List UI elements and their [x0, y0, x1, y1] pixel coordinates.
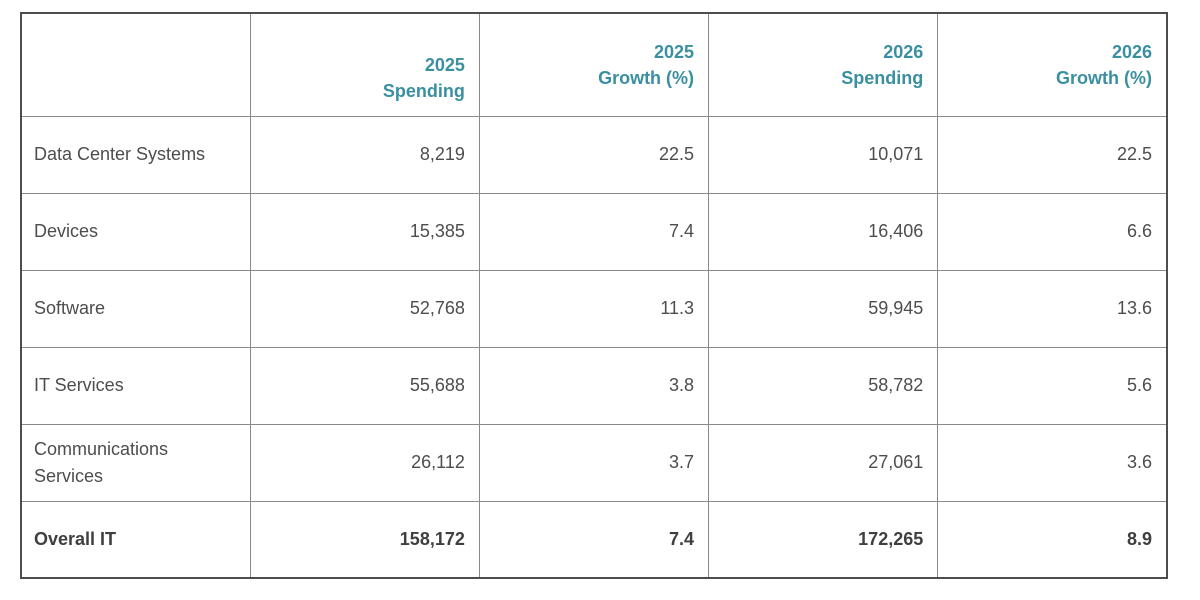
- header-text: 2025 Spending: [259, 52, 465, 104]
- col-header-2025-growth: 2025 Growth (%): [478, 12, 710, 117]
- header-line: Spending: [841, 67, 924, 88]
- cell-2025-growth: 22.5: [478, 115, 710, 194]
- header-line: 2025: [654, 41, 695, 62]
- cell-2026-growth: 3.6: [937, 423, 1168, 502]
- header-line: Growth (%): [1056, 67, 1152, 88]
- row-label-cell: Software: [20, 269, 251, 348]
- table-row-overall-it-total: Overall IT 158,172 7.4 172,265 8.9: [20, 500, 1168, 579]
- cell-2026-growth: 8.9: [937, 500, 1168, 579]
- cell-2025-growth: 7.4: [478, 192, 710, 271]
- table-body: Data Center Systems 8,219 22.5 10,071 22…: [20, 115, 1168, 579]
- header-line: Spending: [382, 80, 465, 101]
- header-line: Growth (%): [598, 67, 695, 88]
- it-spending-forecast-table: 2025 Spending 2025 Growth (%) 2026 Spend…: [20, 12, 1168, 579]
- cell-2026-spending: 16,406: [708, 192, 939, 271]
- table-row-communications-services: Communications Services 26,112 3.7 27,06…: [20, 423, 1168, 502]
- row-label-cell: Data Center Systems: [20, 115, 251, 194]
- cell-2026-growth: 6.6: [937, 192, 1168, 271]
- cell-2026-growth: 22.5: [937, 115, 1168, 194]
- table-row-data-center-systems: Data Center Systems 8,219 22.5 10,071 22…: [20, 115, 1168, 194]
- cell-2026-spending: 59,945: [708, 269, 939, 348]
- cell-2025-spending: 52,768: [249, 269, 480, 348]
- it-spending-table-container: 2025 Spending 2025 Growth (%) 2026 Spend…: [20, 12, 1168, 579]
- header-line: 2026: [883, 41, 924, 62]
- header-line: 2026: [1111, 41, 1152, 62]
- row-label-cell: IT Services: [20, 346, 251, 425]
- cell-2026-spending: 58,782: [708, 346, 939, 425]
- cell-2026-growth: 13.6: [937, 269, 1168, 348]
- cell-2025-growth: 11.3: [478, 269, 710, 348]
- row-label: Devices: [34, 221, 99, 241]
- cell-2025-spending: 15,385: [249, 192, 480, 271]
- table-header: 2025 Spending 2025 Growth (%) 2026 Spend…: [20, 12, 1168, 117]
- row-label-cell: Devices: [20, 192, 251, 271]
- cell-2025-spending: 26,112: [249, 423, 480, 502]
- col-header-2026-spending: 2026 Spending: [708, 12, 939, 117]
- header-row: 2025 Spending 2025 Growth (%) 2026 Spend…: [20, 12, 1168, 117]
- cell-2026-spending: 27,061: [708, 423, 939, 502]
- cell-2025-spending: 55,688: [249, 346, 480, 425]
- row-label: Data Center Systems: [34, 144, 206, 164]
- cell-2025-spending: 8,219: [249, 115, 480, 194]
- col-header-2026-growth: 2026 Growth (%): [937, 12, 1168, 117]
- row-label-cell: Communications Services: [20, 423, 251, 502]
- table-row-it-services: IT Services 55,688 3.8 58,782 5.6: [20, 346, 1168, 425]
- col-header-category: [20, 12, 251, 117]
- cell-2025-growth: 3.7: [478, 423, 710, 502]
- row-label: Overall IT: [34, 528, 117, 549]
- cell-2025-spending: 158,172: [249, 500, 480, 579]
- header-line: 2025: [424, 54, 465, 75]
- table-row-devices: Devices 15,385 7.4 16,406 6.6: [20, 192, 1168, 271]
- row-label: Communications Services: [34, 438, 169, 486]
- row-label-cell: Overall IT: [20, 500, 251, 579]
- row-label: IT Services: [34, 375, 124, 395]
- cell-2026-spending: 172,265: [708, 500, 939, 579]
- cell-2025-growth: 3.8: [478, 346, 710, 425]
- table-row-software: Software 52,768 11.3 59,945 13.6: [20, 269, 1168, 348]
- col-header-2025-spending: 2025 Spending: [249, 12, 480, 117]
- row-label: Software: [34, 298, 106, 318]
- cell-2026-growth: 5.6: [937, 346, 1168, 425]
- cell-2025-growth: 7.4: [478, 500, 710, 579]
- cell-2026-spending: 10,071: [708, 115, 939, 194]
